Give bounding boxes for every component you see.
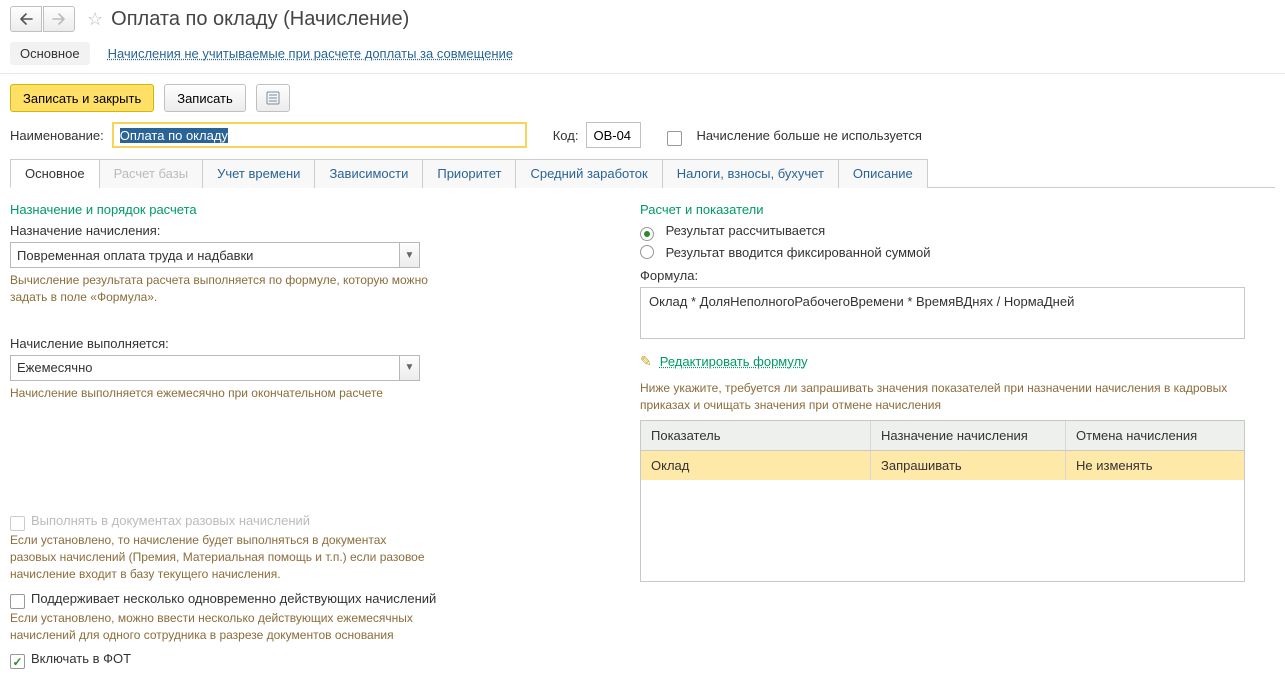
purpose-combo[interactable]: Повременная оплата труда и надбавки ▼ bbox=[10, 242, 420, 268]
favorite-star-icon[interactable]: ☆ bbox=[87, 9, 103, 30]
code-input[interactable] bbox=[586, 122, 641, 148]
multi-hint: Если установлено, можно ввести несколько… bbox=[10, 610, 430, 644]
purpose-value: Повременная оплата труда и надбавки bbox=[11, 248, 399, 263]
tab-time[interactable]: Учет времени bbox=[202, 159, 315, 188]
tab-deps[interactable]: Зависимости bbox=[314, 159, 423, 188]
name-input-value: Оплата по окладу bbox=[120, 128, 228, 143]
th-cancel[interactable]: Отмена начисления bbox=[1066, 421, 1244, 450]
tab-base[interactable]: Расчет базы bbox=[99, 159, 204, 188]
result-calc-label: Результат рассчитывается bbox=[666, 223, 826, 238]
tab-tax[interactable]: Налоги, взносы, бухучет bbox=[662, 159, 839, 188]
edit-formula-link[interactable]: Редактировать формулу bbox=[660, 354, 808, 369]
tab-desc[interactable]: Описание bbox=[838, 159, 928, 188]
cell-indicator: Оклад bbox=[641, 451, 871, 480]
onetime-hint: Если установлено, то начисление будет вы… bbox=[10, 532, 430, 582]
save-button[interactable]: Записать bbox=[164, 84, 246, 112]
cell-assign: Запрашивать bbox=[871, 451, 1066, 480]
not-used-label: Начисление больше не используется bbox=[696, 128, 921, 143]
perform-hint: Начисление выполняется ежемесячно при ок… bbox=[10, 385, 430, 402]
right-section-title: Расчет и показатели bbox=[640, 202, 1275, 217]
perform-value: Ежемесячно bbox=[11, 360, 399, 375]
page-title: Оплата по окладу (Начисление) bbox=[111, 8, 409, 31]
code-label: Код: bbox=[553, 128, 579, 143]
cell-cancel: Не изменять bbox=[1066, 451, 1244, 480]
chevron-down-icon[interactable]: ▼ bbox=[399, 243, 419, 267]
result-fixed-radio[interactable] bbox=[640, 245, 654, 259]
table-row[interactable]: Оклад Запрашивать Не изменять bbox=[641, 451, 1244, 480]
result-fixed-label: Результат вводится фиксированной суммой bbox=[666, 245, 931, 260]
nav-back-button[interactable] bbox=[10, 6, 42, 32]
table-hint: Ниже укажите, требуется ли запрашивать з… bbox=[640, 380, 1240, 414]
formula-text: Оклад * ДоляНеполногоРабочегоВремени * В… bbox=[649, 294, 1074, 309]
tab-avg[interactable]: Средний заработок bbox=[515, 159, 662, 188]
tab-priority[interactable]: Приоритет bbox=[422, 159, 516, 188]
section-link-main[interactable]: Основное bbox=[10, 42, 90, 65]
list-button[interactable] bbox=[256, 84, 290, 112]
perform-combo[interactable]: Ежемесячно ▼ bbox=[10, 355, 420, 381]
th-indicator[interactable]: Показатель bbox=[641, 421, 871, 450]
formula-box[interactable]: Оклад * ДоляНеполногоРабочегоВремени * В… bbox=[640, 287, 1245, 339]
not-used-checkbox[interactable] bbox=[667, 131, 682, 146]
tab-strip: Основное Расчет базы Учет времени Зависи… bbox=[10, 158, 1275, 188]
formula-label: Формула: bbox=[640, 268, 1275, 283]
name-label: Наименование: bbox=[10, 128, 104, 143]
pencil-icon: ✎ bbox=[640, 353, 652, 370]
multi-checkbox[interactable] bbox=[10, 594, 25, 609]
onetime-label: Выполнять в документах разовых начислени… bbox=[31, 513, 310, 528]
nav-forward-button[interactable] bbox=[43, 6, 75, 32]
th-assign[interactable]: Назначение начисления bbox=[871, 421, 1066, 450]
purpose-label: Назначение начисления: bbox=[10, 223, 610, 238]
name-input[interactable]: Оплата по окладу bbox=[112, 122, 527, 148]
multi-label: Поддерживает несколько одновременно дейс… bbox=[31, 591, 436, 606]
tab-main[interactable]: Основное bbox=[10, 159, 100, 188]
result-calc-radio[interactable] bbox=[640, 227, 654, 241]
fot-label: Включать в ФОТ bbox=[31, 651, 131, 666]
onetime-checkbox bbox=[10, 516, 25, 531]
perform-label: Начисление выполняется: bbox=[10, 336, 610, 351]
fot-checkbox[interactable] bbox=[10, 654, 25, 669]
section-link-extra[interactable]: Начисления не учитываемые при расчете до… bbox=[108, 46, 514, 61]
left-section-title: Назначение и порядок расчета bbox=[10, 202, 610, 217]
chevron-down-icon[interactable]: ▼ bbox=[399, 356, 419, 380]
indicators-table: Показатель Назначение начисления Отмена … bbox=[640, 420, 1245, 582]
purpose-hint: Вычисление результата расчета выполняетс… bbox=[10, 272, 430, 306]
save-and-close-button[interactable]: Записать и закрыть bbox=[10, 84, 154, 112]
